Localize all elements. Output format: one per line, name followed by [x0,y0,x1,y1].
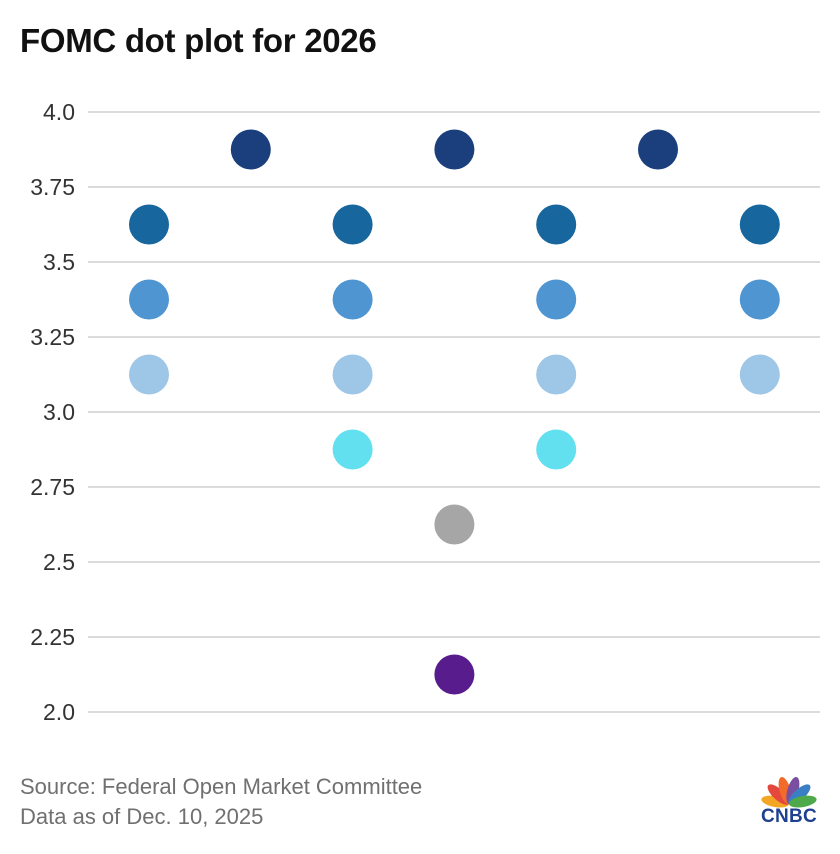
data-date-note: Data as of Dec. 10, 2025 [20,804,264,829]
dot-point [332,204,373,245]
dot-point [230,129,271,170]
dot-point [536,204,577,245]
y-tick-label: 3.75 [30,174,75,200]
dot-point [536,429,577,470]
y-tick-label: 2.5 [43,549,75,575]
chart-title: FOMC dot plot for 2026 [20,22,377,59]
y-tick-label: 4.0 [43,99,75,125]
dot-point [739,354,780,395]
dot-point [536,279,577,320]
y-tick-label: 3.0 [43,399,75,425]
dot-point [332,279,373,320]
y-tick-label: 3.5 [43,249,75,275]
y-tick-label: 2.25 [30,624,75,650]
dot-point [129,204,169,245]
dot-point [129,354,169,395]
dot-point [434,654,475,695]
dot-point [332,354,373,395]
dot-point [638,129,678,170]
y-tick-label: 3.25 [30,324,75,350]
dot-plot-chart: 4.0 3.75 3.5 3.25 3.0 2.75 2.5 2.25 2.0 [30,99,820,725]
dot-point [332,429,373,470]
dot-point [434,504,475,545]
peacock-feather [788,795,817,808]
y-tick-label: 2.0 [43,699,75,725]
gridlines [88,111,820,713]
peacock-icon [761,776,817,808]
dot-point [739,279,780,320]
chart-footer: Source: Federal Open Market Committee Da… [20,772,422,832]
dot-point [434,129,475,170]
dots [129,129,780,695]
dot-point [536,354,577,395]
cnbc-logo-text: CNBC [760,806,818,827]
dot-point [129,279,169,320]
dot-point [739,204,780,245]
y-axis-ticks: 4.0 3.75 3.5 3.25 3.0 2.75 2.5 2.25 2.0 [30,99,75,725]
source-note: Source: Federal Open Market Committee [20,774,423,799]
y-tick-label: 2.75 [30,474,75,500]
